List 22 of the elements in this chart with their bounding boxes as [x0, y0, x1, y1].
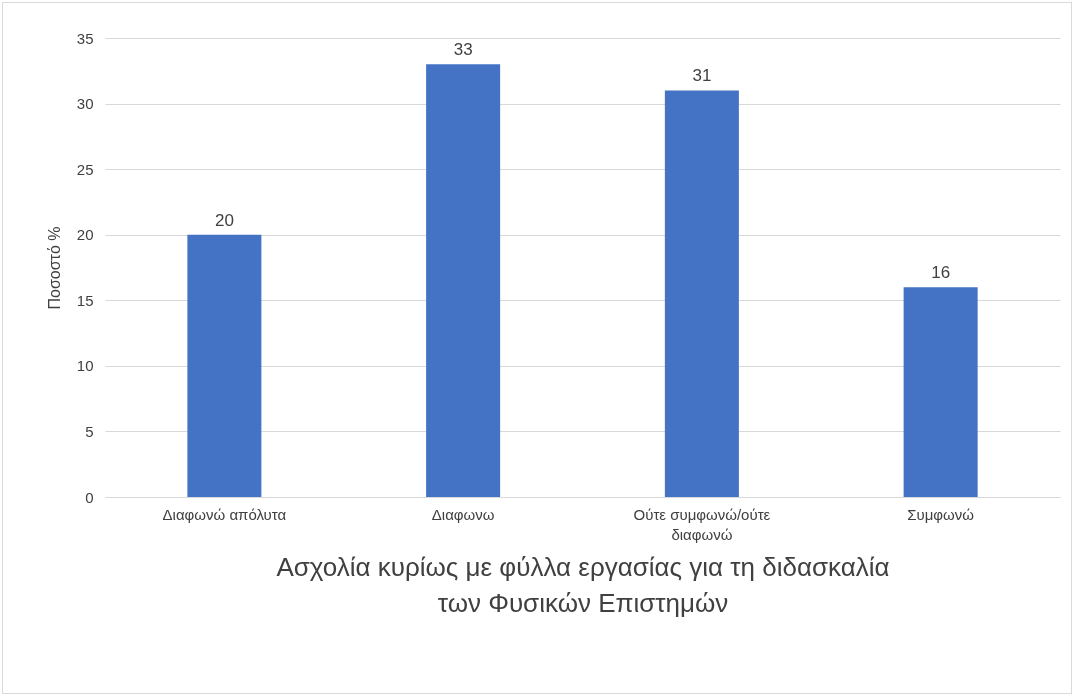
y-tick-label: 5 [85, 422, 94, 440]
x-tick-label: Ούτε συμφωνώ/ούτε διαφωνώ [633, 505, 771, 543]
y-tick-label: 10 [76, 357, 94, 375]
bar [187, 234, 262, 497]
data-label: 20 [214, 210, 234, 230]
x-axis-title: Ασχολία κυρίως με φύλλα εργασίας για τη διδασκαλία των Φυσικών Επιστημών [276, 551, 890, 618]
data-label: 16 [931, 263, 951, 283]
y-tick-label: 0 [85, 488, 94, 506]
y-axis-title: Ποσοστό % [45, 226, 63, 310]
data-label: 31 [692, 66, 712, 86]
bar [903, 287, 978, 497]
x-tick-label: Διαφωνώ απόλυτα [162, 505, 287, 523]
y-tick-label: 25 [76, 160, 94, 178]
bar [664, 90, 739, 497]
y-tick-label: 30 [76, 95, 94, 113]
bar [426, 64, 501, 497]
x-tick-label: Συμφωνώ [907, 505, 975, 523]
x-tick-label: Διαφωνω [431, 505, 495, 523]
y-tick-label: 15 [76, 291, 94, 309]
y-tick-label: 35 [76, 29, 94, 47]
data-label: 33 [453, 40, 473, 60]
y-tick-label: 20 [76, 226, 94, 244]
